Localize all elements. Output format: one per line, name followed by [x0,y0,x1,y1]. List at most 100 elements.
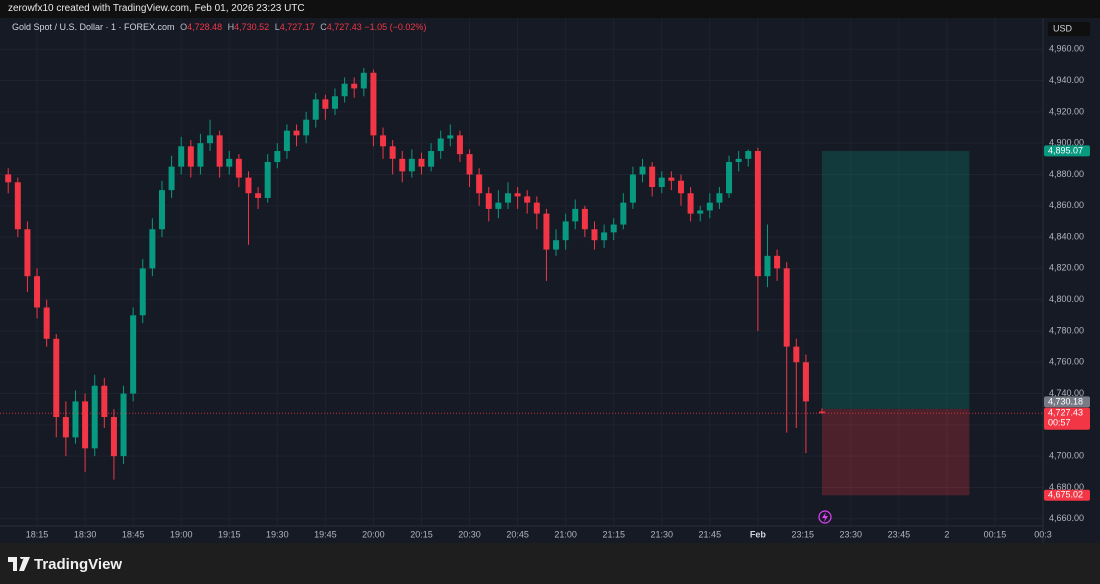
candle-body [456,135,463,155]
candle-body [24,229,31,277]
legend-value: 4,730.52 [234,22,270,32]
candle-body [495,202,502,209]
candle-body [639,166,646,175]
countdown: 00:57 [1048,418,1071,428]
candle-body [553,240,560,250]
x-tick-label: 19:45 [314,529,337,539]
x-tick-label: 18:45 [122,529,145,539]
y-tick-label: 4,800.00 [1049,294,1084,304]
legend-change: −1.05 (−0.02%) [364,22,427,32]
y-tick-label: 4,740.00 [1049,388,1084,398]
candle-body [818,411,825,414]
candle-body [562,221,569,241]
price-badge [1044,396,1090,408]
y-tick-label: 4,820.00 [1049,263,1084,273]
price-badge [1044,145,1090,157]
y-tick-label: 4,900.00 [1049,138,1084,148]
x-tick-label: 00:15 [984,529,1007,539]
candle-body [53,338,60,418]
x-tick-label: 23:45 [888,529,911,539]
candle-body [610,224,617,233]
candle-body [524,196,531,203]
price-badge-label: 4,730.18 [1048,396,1083,406]
candle-body [514,193,521,197]
event-icon[interactable] [818,510,832,524]
candle-body [351,83,358,89]
candle-body [380,135,387,147]
x-tick-label: 20:00 [362,529,385,539]
candle-body [149,229,156,269]
y-tick-label: 4,940.00 [1049,75,1084,85]
x-tick-label: 21:15 [602,529,625,539]
legend-value: 4,728.48 [187,22,223,32]
candle-body [447,135,454,139]
y-tick-label: 4,880.00 [1049,169,1084,179]
x-tick-label: 23:15 [791,529,814,539]
candle-body [5,174,12,183]
candle-body [620,202,627,225]
candle-body [726,161,733,194]
candle-body [428,151,435,167]
x-tick-label: 19:15 [218,529,241,539]
brand: TradingView [34,556,123,573]
candle-body [264,161,271,198]
legend: Gold Spot / U.S. Dollar · 1 · FOREX.com … [12,22,426,32]
candle-body [72,401,79,438]
x-tick-label: 18:30 [74,529,97,539]
candle-body [293,130,300,136]
x-tick-label: 20:15 [410,529,433,539]
x-tick-label: 2 [944,529,949,539]
y-tick-label: 4,780.00 [1049,325,1084,335]
candle-body [572,208,579,222]
candle-body [601,232,608,241]
x-tick-label: 19:00 [170,529,193,539]
candle-body [658,177,665,187]
candle-body [235,158,242,178]
candle-body [62,417,69,438]
candle-body [101,385,108,418]
legend-value: 4,727.43 [326,22,362,32]
candle-body [110,417,117,457]
x-tick-label: 00:3 [1034,529,1052,539]
candle-body [331,96,338,109]
legend-key: H [227,22,235,32]
candle-body [716,193,723,203]
y-tick-label: 4,860.00 [1049,200,1084,210]
x-tick-label: 20:30 [458,529,481,539]
price-badge [1044,407,1090,430]
candle-body [370,72,377,136]
candle-body [322,99,329,109]
candle-body [735,158,742,162]
candle-body [245,177,252,194]
candle-body [82,401,89,449]
y-tick-label: 4,660.00 [1049,513,1084,523]
y-tick-label: 4,680.00 [1049,482,1084,492]
price-axis [1043,18,1100,543]
legend-key: L [274,22,280,32]
candle-body [764,255,771,277]
y-tick-label: 4,840.00 [1049,231,1084,241]
candle-body [207,135,214,144]
candle-body [255,193,262,198]
y-tick-label: 4,960.00 [1049,44,1084,54]
price-badge-label: 4,895.07 [1048,145,1083,155]
candle-body [168,166,175,191]
legend-key: O [180,22,188,32]
x-tick-label: Feb [750,529,767,539]
candle-body [504,193,511,203]
y-tick-label: 4,920.00 [1049,106,1084,116]
legend-key: C [320,22,327,32]
candle-body [677,180,684,194]
x-tick-label: 21:45 [699,529,722,539]
candle-body [312,99,319,120]
candle-body [158,190,165,230]
candle-body [591,229,598,241]
candle-body [476,174,483,194]
candle-body [774,255,781,269]
currency: USD [1053,23,1073,33]
price-badge [1044,489,1090,501]
x-tick-label: 19:30 [266,529,289,539]
candle-body [581,208,588,230]
